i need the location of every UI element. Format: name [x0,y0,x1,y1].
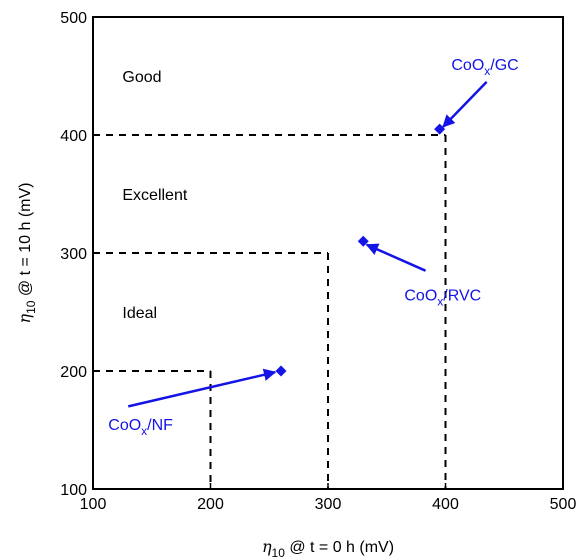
annotation-arrow-gc [442,81,488,128]
data-point-rvc [357,235,369,247]
region-label-good: Good [122,69,161,86]
annotation-label-gc: CoOx/GC [451,57,518,78]
y-axis-label: η10 @ t = 10 h (mV) [15,182,38,323]
region-label-ideal: Ideal [122,305,157,322]
y-tick-label: 500 [60,10,87,27]
x-tick-label: 400 [432,496,459,513]
axis-ticks: 100 200 300 400 500 100 200 300 400 500 [60,10,576,513]
annotation-arrow-rvc [365,243,427,272]
data-point-nf [275,365,287,377]
threshold-lines [93,134,447,489]
annotation-label-nf: CoOx/NF [108,417,173,438]
x-tick-label: 100 [80,496,107,513]
y-tick-label: 100 [60,482,87,499]
region-labels: Ideal Excellent Good [122,69,187,322]
x-tick-label: 300 [315,496,342,513]
annotation-arrow-nf [127,368,277,408]
x-tick-label: 200 [197,496,224,513]
x-axis-label: η10 @ t = 0 h (mV) [262,537,394,560]
annotation-label-rvc: CoOx/RVC [404,287,481,308]
data-point-gc [434,123,446,135]
annotation-labels: CoOx/NF CoOx/RVC CoOx/GC [108,57,518,438]
region-label-excellent: Excellent [122,187,187,204]
data-points [275,123,446,377]
y-tick-label: 200 [60,364,87,381]
y-tick-label: 400 [60,128,87,145]
x-tick-label: 500 [550,496,577,513]
annotation-arrows [127,81,488,408]
y-tick-label: 300 [60,246,87,263]
